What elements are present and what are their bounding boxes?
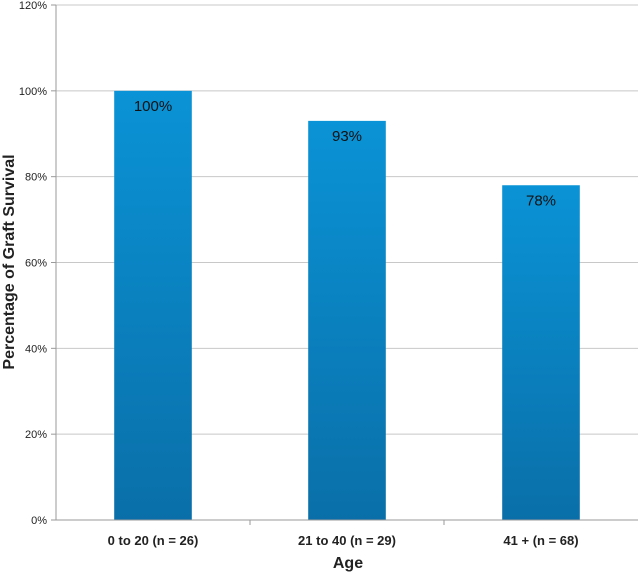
y-tick-label: 60%: [25, 258, 47, 270]
x-axis-title: Age: [333, 555, 363, 572]
data-label-2: 93%: [332, 128, 362, 145]
y-tick-label: 120%: [19, 0, 47, 12]
x-category-label-3: 41 + (n = 68): [503, 533, 578, 548]
x-category-label-1: 0 to 20 (n = 26): [108, 533, 199, 548]
axes: [51, 4, 638, 525]
x-category-label-2: 21 to 40 (n = 29): [298, 533, 396, 548]
y-tick-label: 0%: [31, 515, 47, 527]
labels: 0% 20% 40% 60% 80% 100% 120% 100% 0 to 20 (n = 2…: [19, 0, 579, 548]
y-tick-label: 80%: [25, 172, 47, 184]
y-tick-label: 100%: [19, 86, 47, 98]
data-label-1: 100%: [134, 98, 172, 115]
bar-3: [502, 185, 580, 520]
bar-1: [114, 90, 192, 520]
y-tick-label: 40%: [25, 343, 47, 355]
data-label-3: 78%: [526, 192, 556, 209]
y-tick-label: 20%: [25, 429, 47, 441]
bar-2: [308, 120, 386, 520]
y-axis-title: Percentage of Graft Survival: [1, 154, 18, 369]
bars: [114, 90, 580, 520]
